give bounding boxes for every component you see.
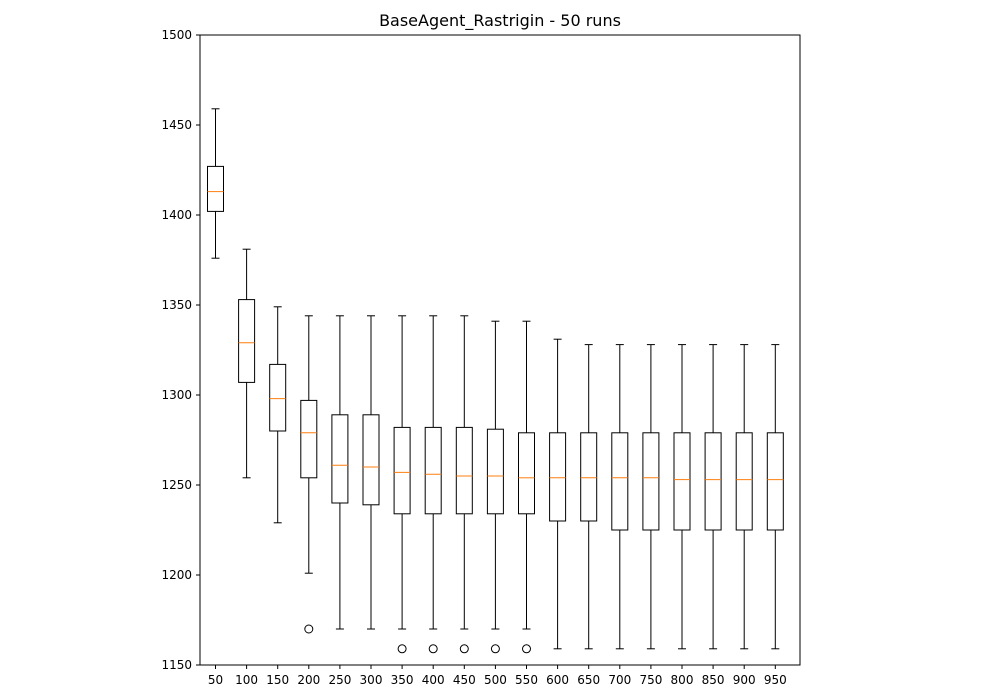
x-tick-label: 900 <box>733 673 756 687</box>
x-tick-label: 500 <box>484 673 507 687</box>
box-iqr <box>673 432 691 531</box>
y-tick-label: 1450 <box>161 118 192 132</box>
x-tick-label: 150 <box>266 673 289 687</box>
box-iqr <box>300 399 318 479</box>
box-iqr <box>611 432 629 531</box>
box-iqr <box>424 426 442 515</box>
y-tick-label: 1300 <box>161 388 192 402</box>
x-tick-label: 100 <box>235 673 258 687</box>
box-iqr <box>549 432 567 522</box>
plot-area: 1150 1200 1250 1300 1350 1400 1450 1500 50 100 150… <box>161 28 786 687</box>
box-iqr <box>486 428 504 515</box>
x-tick-label: 400 <box>422 673 445 687</box>
box-iqr <box>766 432 784 531</box>
y-tick-label: 1400 <box>161 208 192 222</box>
box-iqr <box>331 414 349 504</box>
outlier-point <box>522 644 531 654</box>
outlier-point <box>490 644 500 654</box>
box-iqr <box>735 432 753 531</box>
x-tick-label: 300 <box>360 673 383 687</box>
box-iqr <box>207 165 224 212</box>
box-iqr <box>642 432 660 531</box>
outlier-point <box>397 644 407 654</box>
x-tick-label: 700 <box>608 673 631 687</box>
x-tick-label: 450 <box>453 673 476 687</box>
box-iqr <box>518 432 535 515</box>
x-tick-label: 750 <box>639 673 662 687</box>
x-tick-label: 550 <box>515 673 538 687</box>
chart-title: BaseAgent_Rastrigin - 50 runs <box>379 11 621 31</box>
box-iqr <box>455 426 473 515</box>
box-iqr <box>362 414 380 506</box>
x-tick-label: 600 <box>546 673 569 687</box>
x-tick-label: 850 <box>702 673 725 687</box>
y-tick-label: 1500 <box>161 28 192 42</box>
x-tick-label: 950 <box>764 673 787 687</box>
box-iqr <box>238 299 256 383</box>
outlier-point <box>459 644 469 654</box>
outlier-point <box>428 644 438 654</box>
x-tick-label: 650 <box>577 673 600 687</box>
box-iqr <box>580 432 598 522</box>
x-tick-label: 200 <box>297 673 320 687</box>
y-tick-label: 1200 <box>161 568 192 582</box>
x-tick-label: 50 <box>208 673 223 687</box>
y-tick-label: 1350 <box>161 298 192 312</box>
box-iqr <box>269 363 287 432</box>
x-tick-label: 800 <box>671 673 694 687</box>
y-tick-label: 1250 <box>161 478 192 492</box>
y-tick-label: 1150 <box>161 658 192 672</box>
x-tick-label: 250 <box>328 673 351 687</box>
box-iqr <box>393 426 411 515</box>
axes-frame <box>199 34 801 666</box>
box-iqr <box>704 432 722 531</box>
outlier-point <box>304 624 314 634</box>
x-tick-label: 350 <box>391 673 414 687</box>
